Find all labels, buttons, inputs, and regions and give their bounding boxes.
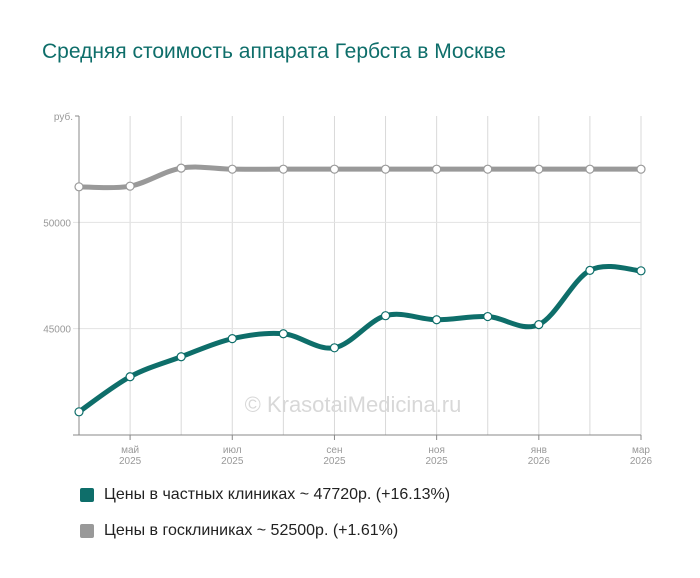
legend-swatch-private	[80, 488, 94, 502]
y-tick-label: 45000	[43, 325, 71, 336]
x-tick-label-month: янв	[531, 445, 547, 456]
data-point-private	[227, 334, 237, 344]
x-tick-label-month: май	[121, 445, 139, 456]
x-tick-label-year: 2025	[426, 456, 449, 467]
x-tick-label-year: 2026	[630, 456, 653, 467]
x-tick-label-year: 2025	[323, 456, 346, 467]
data-point-public	[585, 164, 595, 174]
data-point-public	[380, 164, 391, 174]
x-tick-label-year: 2026	[528, 456, 551, 467]
data-point-private	[125, 372, 135, 382]
data-point-public	[534, 164, 544, 174]
legend-label-public: Цены в госклиниках ~ 52500р. (+1.61%)	[104, 522, 399, 539]
series-line-public	[76, 164, 644, 191]
data-point-public	[125, 181, 135, 191]
y-tick-label: 50000	[43, 218, 71, 229]
x-tick-label-month: ноя	[428, 445, 445, 456]
data-point-private	[74, 407, 84, 417]
series	[74, 163, 646, 417]
chart-title: Средняя стоимость аппарата Гербста в Мос…	[42, 40, 506, 63]
y-axis-label: руб.	[54, 111, 73, 123]
watermark: © KrasotaiMedicina.ru	[245, 392, 462, 417]
data-point-private	[483, 311, 493, 322]
legend-item-private[interactable]: Цены в частных клиниках ~ 47720р. (+16.1…	[80, 484, 450, 506]
axes: руб.4500050000май2025июл2025сен2025ноя20…	[43, 111, 652, 467]
data-point-private	[432, 315, 442, 325]
x-tick-label-year: 2025	[221, 456, 244, 467]
grid	[73, 116, 642, 435]
data-point-public	[432, 164, 442, 174]
data-point-public	[278, 164, 288, 174]
data-point-public	[176, 163, 186, 173]
data-point-public	[329, 164, 340, 174]
data-point-private	[278, 329, 288, 339]
data-point-private	[534, 320, 544, 330]
data-point-private	[636, 266, 646, 276]
series-line-private	[76, 264, 644, 415]
data-point-public	[636, 164, 646, 174]
data-point-public	[227, 164, 237, 174]
x-tick-label-year: 2025	[119, 456, 142, 467]
x-tick-label-month: июл	[223, 445, 242, 456]
legend: Цены в частных клиниках ~ 47720р. (+16.1…	[80, 484, 450, 556]
legend-item-public[interactable]: Цены в госклиниках ~ 52500р. (+1.61%)	[80, 520, 450, 542]
x-tick-label-month: сен	[326, 445, 342, 456]
x-tick-label-month: мар	[632, 445, 650, 456]
data-point-private	[176, 352, 186, 362]
legend-label-private: Цены в частных клиниках ~ 47720р. (+16.1…	[104, 486, 451, 503]
data-point-public	[74, 182, 84, 192]
legend-swatch-public	[80, 524, 94, 538]
data-point-private	[329, 343, 340, 353]
data-point-private	[380, 311, 391, 321]
data-point-private	[585, 265, 595, 275]
data-point-public	[483, 164, 493, 174]
